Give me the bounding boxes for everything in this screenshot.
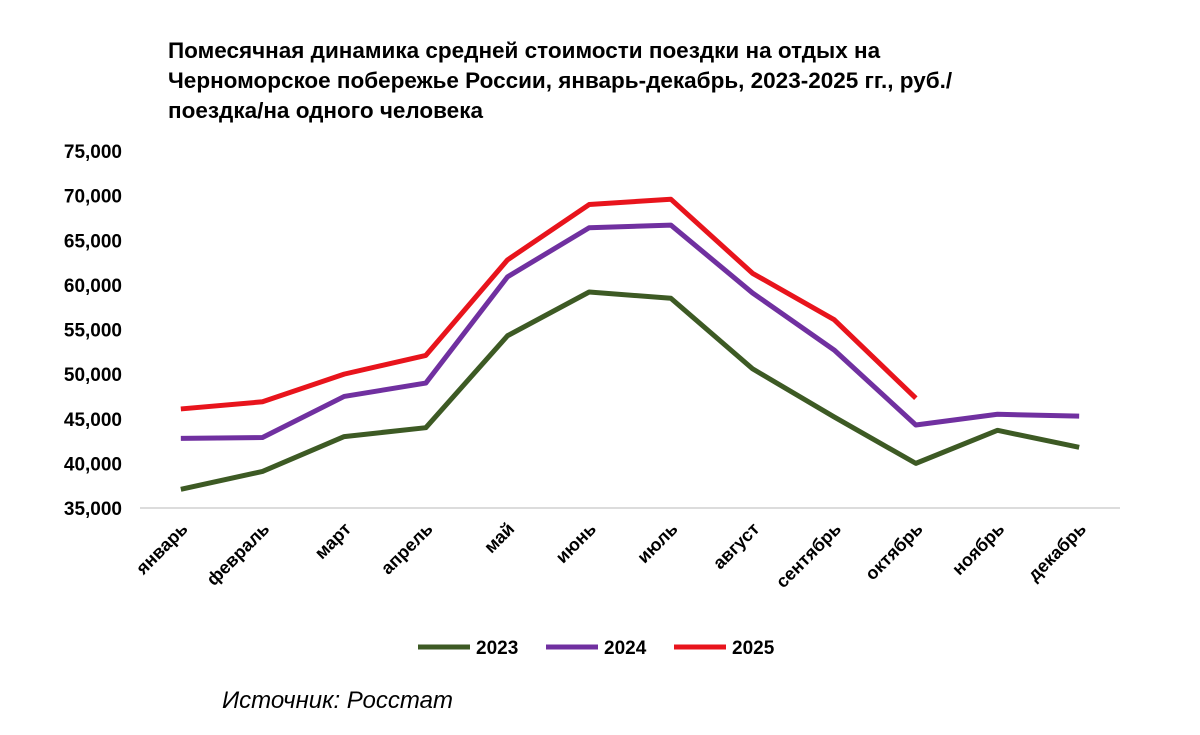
x-tick-label: октябрь [861, 519, 926, 584]
x-tick-label: сентябрь [772, 519, 845, 592]
y-tick-label: 45,000 [64, 410, 122, 431]
x-tick-label: июнь [552, 519, 600, 567]
y-tick-label: 60,000 [64, 276, 122, 297]
x-tick-label: март [311, 519, 355, 563]
y-tick-label: 65,000 [64, 231, 122, 252]
y-tick-label: 40,000 [64, 454, 122, 475]
x-tick-label: декабрь [1024, 519, 1090, 585]
legend-label: 2023 [476, 638, 518, 659]
x-tick-label: июль [633, 519, 681, 567]
x-tick-label: январь [131, 519, 191, 579]
legend-label: 2025 [732, 638, 775, 659]
x-tick-label: апрель [377, 519, 437, 579]
x-tick-label: май [480, 519, 518, 557]
y-tick-label: 50,000 [64, 365, 122, 386]
y-tick-label: 70,000 [64, 187, 122, 208]
y-tick-label: 35,000 [64, 499, 122, 520]
legend-label: 2024 [604, 638, 647, 659]
source: Источник: Росстат [222, 687, 453, 714]
line-series [180, 222, 1080, 441]
y-tick-label: 75,000 [64, 142, 122, 163]
x-tick-label: ноябрь [948, 519, 1008, 579]
y-tick-label: 55,000 [64, 321, 122, 342]
chart-title: Помесячная динамика средней стоимости по… [168, 38, 953, 123]
line-series [180, 196, 918, 412]
x-tick-label: февраль [203, 519, 274, 590]
line-series [180, 289, 1080, 492]
x-tick-label: август [709, 519, 764, 574]
